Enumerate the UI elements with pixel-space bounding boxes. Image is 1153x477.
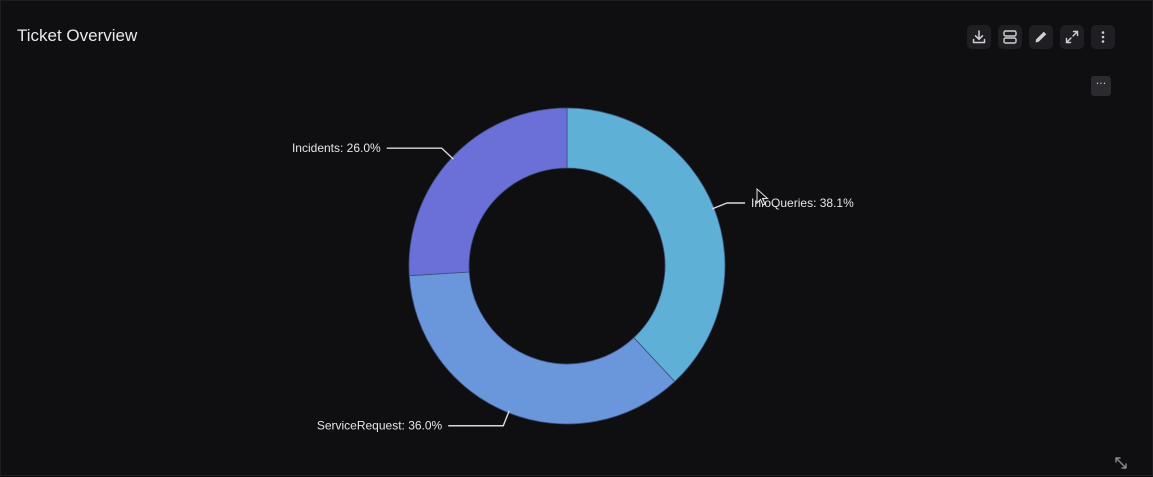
mouse-cursor-icon xyxy=(756,188,769,206)
slice-label-infoqueries: InfoQueries: 38.1% xyxy=(751,196,854,210)
slice-label-incidents: Incidents: 26.0% xyxy=(292,141,381,155)
edit-button[interactable] xyxy=(1029,25,1053,49)
resize-handle-icon[interactable] xyxy=(1114,456,1128,470)
leader-line-servicerequest xyxy=(448,410,510,427)
slice-label-servicerequest: ServiceRequest: 36.0% xyxy=(317,419,443,433)
more-options-button[interactable] xyxy=(1091,25,1115,49)
layout-toggle-button[interactable] xyxy=(998,25,1022,49)
download-icon xyxy=(972,30,986,44)
expand-icon xyxy=(1065,30,1079,44)
kebab-menu-icon xyxy=(1101,31,1105,43)
donut-slice-incidents[interactable] xyxy=(408,107,568,277)
chart-menu-button[interactable]: ··· xyxy=(1091,76,1111,96)
donut-slice-infoqueries[interactable] xyxy=(566,107,726,383)
download-button[interactable] xyxy=(967,25,991,49)
layout-rows-icon xyxy=(1003,30,1017,44)
panel-toolbar xyxy=(967,25,1115,49)
panel-title: Ticket Overview xyxy=(17,26,138,45)
donut-slice-servicerequest[interactable] xyxy=(408,271,676,425)
leader-line-infoqueries xyxy=(711,202,746,210)
fullscreen-button[interactable] xyxy=(1060,25,1084,49)
leader-line-incidents xyxy=(386,147,454,160)
pencil-icon xyxy=(1035,31,1047,43)
